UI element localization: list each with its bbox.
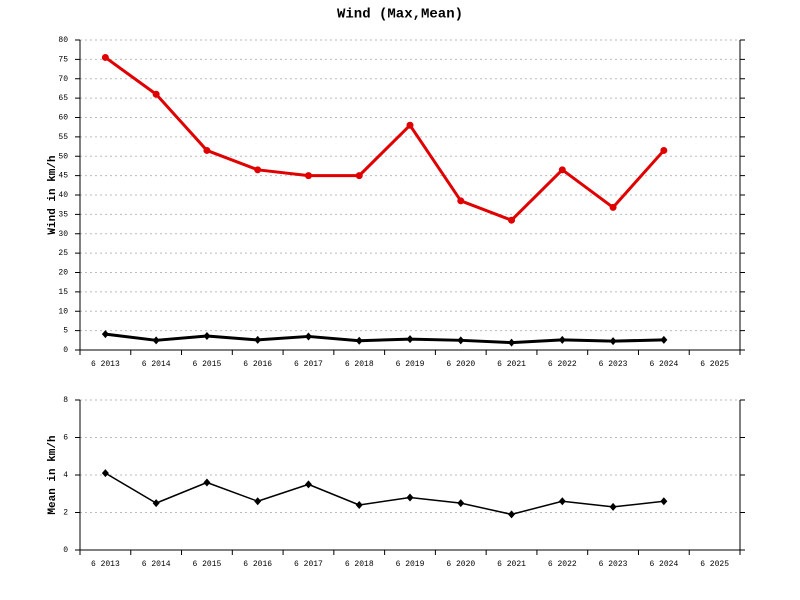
x-tick-label: 6 2019 <box>396 360 425 369</box>
point <box>660 146 668 154</box>
x-tick-label: 6 2019 <box>396 560 425 569</box>
point <box>203 146 211 154</box>
y-tick-label: 60 <box>58 114 68 123</box>
point <box>355 336 363 345</box>
point <box>609 337 617 346</box>
series-line <box>105 472 664 516</box>
y-tick-label: 65 <box>58 94 68 103</box>
y-tick-label: 0 <box>63 546 68 555</box>
point <box>101 469 109 478</box>
x-tick-label: 6 2014 <box>142 360 171 369</box>
x-tick-label: 6 2024 <box>649 560 678 569</box>
x-tick-label: 6 2025 <box>700 360 729 369</box>
x-tick-label: 6 2020 <box>446 560 475 569</box>
x-tick-label: 6 2018 <box>345 360 374 369</box>
point <box>406 335 414 344</box>
point <box>660 335 668 344</box>
x-tick-label: 6 2021 <box>497 560 526 569</box>
y-tick-label: 30 <box>58 230 68 239</box>
x-tick-label: 6 2013 <box>91 360 120 369</box>
y-tick-label: 25 <box>58 249 68 258</box>
y-tick-label: 4 <box>63 471 68 480</box>
y-tick-label: 70 <box>58 75 68 84</box>
point <box>304 480 312 489</box>
y-tick-label: 15 <box>58 288 68 297</box>
point <box>457 336 465 345</box>
y-tick-label: 20 <box>58 269 68 278</box>
point <box>355 501 363 509</box>
point <box>660 497 668 506</box>
y-tick-label: 2 <box>63 509 68 518</box>
point <box>101 53 109 61</box>
x-tick-label: 6 2025 <box>700 560 729 569</box>
point <box>355 172 363 180</box>
point <box>457 499 465 508</box>
chart-title: Wind (Max,Mean) <box>337 7 463 23</box>
y-tick-label: 0 <box>63 346 68 355</box>
x-tick-label: 6 2021 <box>497 360 526 369</box>
point <box>609 502 617 511</box>
x-tick-label: 6 2023 <box>599 560 628 569</box>
point <box>508 216 516 224</box>
point <box>558 335 566 344</box>
point <box>508 510 516 519</box>
y-tick-label: 6 <box>63 434 68 443</box>
point <box>558 166 566 174</box>
point <box>152 90 160 98</box>
x-tick-label: 6 2015 <box>193 360 222 369</box>
y-tick-label: 80 <box>58 36 68 45</box>
x-tick-label: 6 2017 <box>294 560 323 569</box>
point <box>508 338 516 347</box>
x-tick-label: 6 2017 <box>294 360 323 369</box>
series-line <box>105 332 664 345</box>
x-tick-label: 6 2016 <box>243 560 272 569</box>
point <box>254 166 262 174</box>
point <box>101 330 109 339</box>
x-tick-label: 6 2022 <box>548 560 577 569</box>
x-tick-label: 6 2023 <box>599 360 628 369</box>
x-tick-label: 6 2020 <box>446 360 475 369</box>
y-tick-label: 8 <box>63 396 68 405</box>
series-line <box>104 56 665 222</box>
y-axis-label: Mean in km/h <box>47 435 59 514</box>
point <box>254 335 262 344</box>
x-tick-label: 6 2018 <box>345 560 374 569</box>
x-tick-label: 6 2014 <box>142 560 171 569</box>
point <box>304 172 312 180</box>
point <box>203 332 211 341</box>
x-tick-label: 6 2024 <box>649 360 678 369</box>
point <box>152 499 160 508</box>
point <box>203 478 211 487</box>
y-tick-label: 40 <box>58 191 68 200</box>
y-tick-label: 45 <box>58 172 68 181</box>
x-tick-label: 6 2022 <box>548 360 577 369</box>
y-tick-label: 75 <box>58 55 68 64</box>
y-tick-label: 5 <box>63 327 68 336</box>
point <box>254 497 262 506</box>
point <box>304 332 312 341</box>
y-tick-label: 55 <box>58 133 68 142</box>
y-axis-label: Wind in km/h <box>47 155 59 234</box>
point <box>609 203 617 211</box>
y-tick-label: 50 <box>58 152 68 161</box>
x-tick-label: 6 2016 <box>243 360 272 369</box>
y-tick-label: 10 <box>58 307 68 316</box>
point <box>406 121 414 129</box>
point <box>457 197 465 205</box>
x-tick-label: 6 2015 <box>193 560 222 569</box>
point <box>152 336 160 345</box>
point <box>406 493 414 502</box>
x-tick-label: 6 2013 <box>91 560 120 569</box>
point <box>558 497 566 506</box>
y-tick-label: 35 <box>58 210 68 219</box>
